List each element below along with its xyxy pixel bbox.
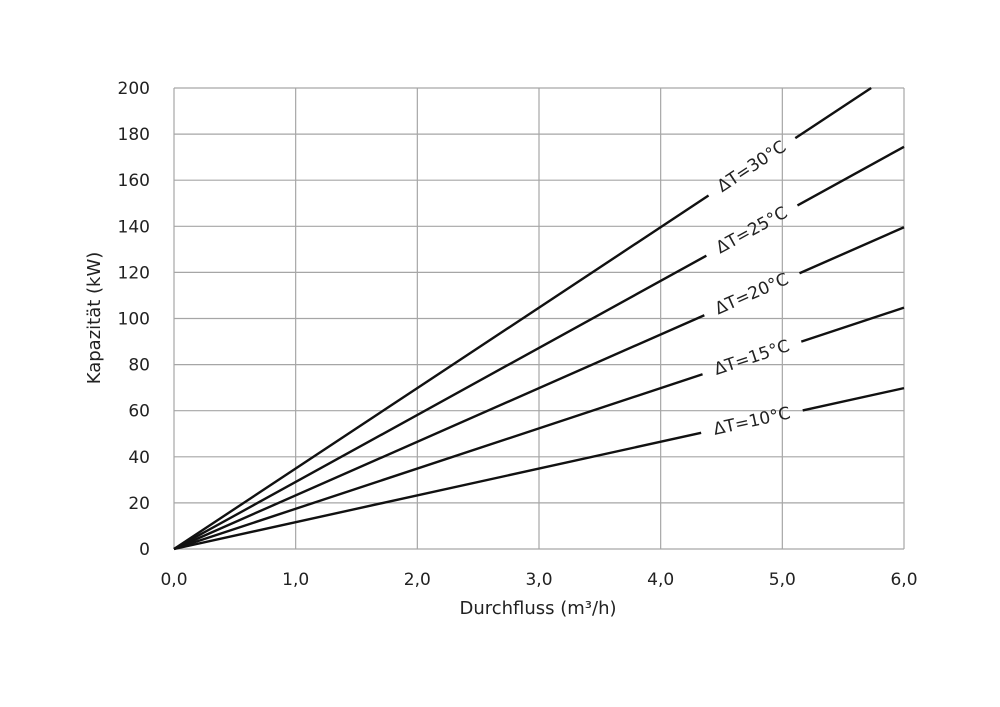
series-line-4-end: [794, 86, 872, 140]
y-tick-label: 200: [118, 79, 150, 99]
series-label-1: ΔT=15°C: [712, 336, 793, 380]
x-tick-label: 3,0: [525, 570, 552, 590]
series-line-0: [173, 431, 702, 551]
series-line-0-end: [802, 386, 905, 412]
x-tick-label: 2,0: [404, 570, 431, 590]
x-tick-labels: 0,0 1,0 2,0 3,0 4,0 5,0 6,0: [160, 570, 917, 590]
series-line-1: [173, 373, 703, 551]
y-tick-label: 80: [128, 356, 150, 376]
y-tick-label: 100: [118, 310, 150, 330]
y-tick-label: 40: [128, 448, 150, 468]
x-tick-label: 6,0: [890, 570, 917, 590]
series-line-2: [173, 314, 705, 551]
y-tick-label: 180: [118, 125, 150, 145]
x-tick-label: 1,0: [282, 570, 309, 590]
grid: [173, 87, 905, 550]
y-tick-label: 0: [139, 540, 150, 560]
series-line-1-end: [800, 306, 905, 343]
x-tick-label: 4,0: [647, 570, 674, 590]
series-label-3: ΔT=25°C: [713, 203, 791, 258]
x-tick-label: 0,0: [160, 570, 187, 590]
series-label-4: ΔT=30°C: [714, 137, 790, 197]
series-lines: [173, 86, 905, 551]
series-labels: ΔT=10°C ΔT=15°C ΔT=20°C ΔT=25°C ΔT=30°C: [712, 137, 793, 440]
y-tick-label: 160: [118, 171, 150, 191]
series-line-3: [173, 254, 707, 551]
x-tick-label: 5,0: [769, 570, 796, 590]
y-tick-labels: 0 20 40 60 80 100 120 140 160 180 200: [118, 79, 150, 560]
series-label-0: ΔT=10°C: [712, 403, 793, 439]
x-axis-title: Durchfluss (m³/h): [459, 598, 616, 619]
y-tick-label: 60: [128, 402, 150, 422]
y-tick-label: 20: [128, 494, 150, 514]
y-axis-title: Kapazität (kW): [84, 252, 105, 385]
series-line-4: [173, 194, 710, 551]
series-line-2-end: [799, 226, 905, 275]
series-label-2: ΔT=20°C: [712, 269, 792, 319]
series-line-3-end: [796, 145, 905, 207]
y-tick-label: 120: [118, 263, 150, 283]
y-tick-label: 140: [118, 217, 150, 237]
